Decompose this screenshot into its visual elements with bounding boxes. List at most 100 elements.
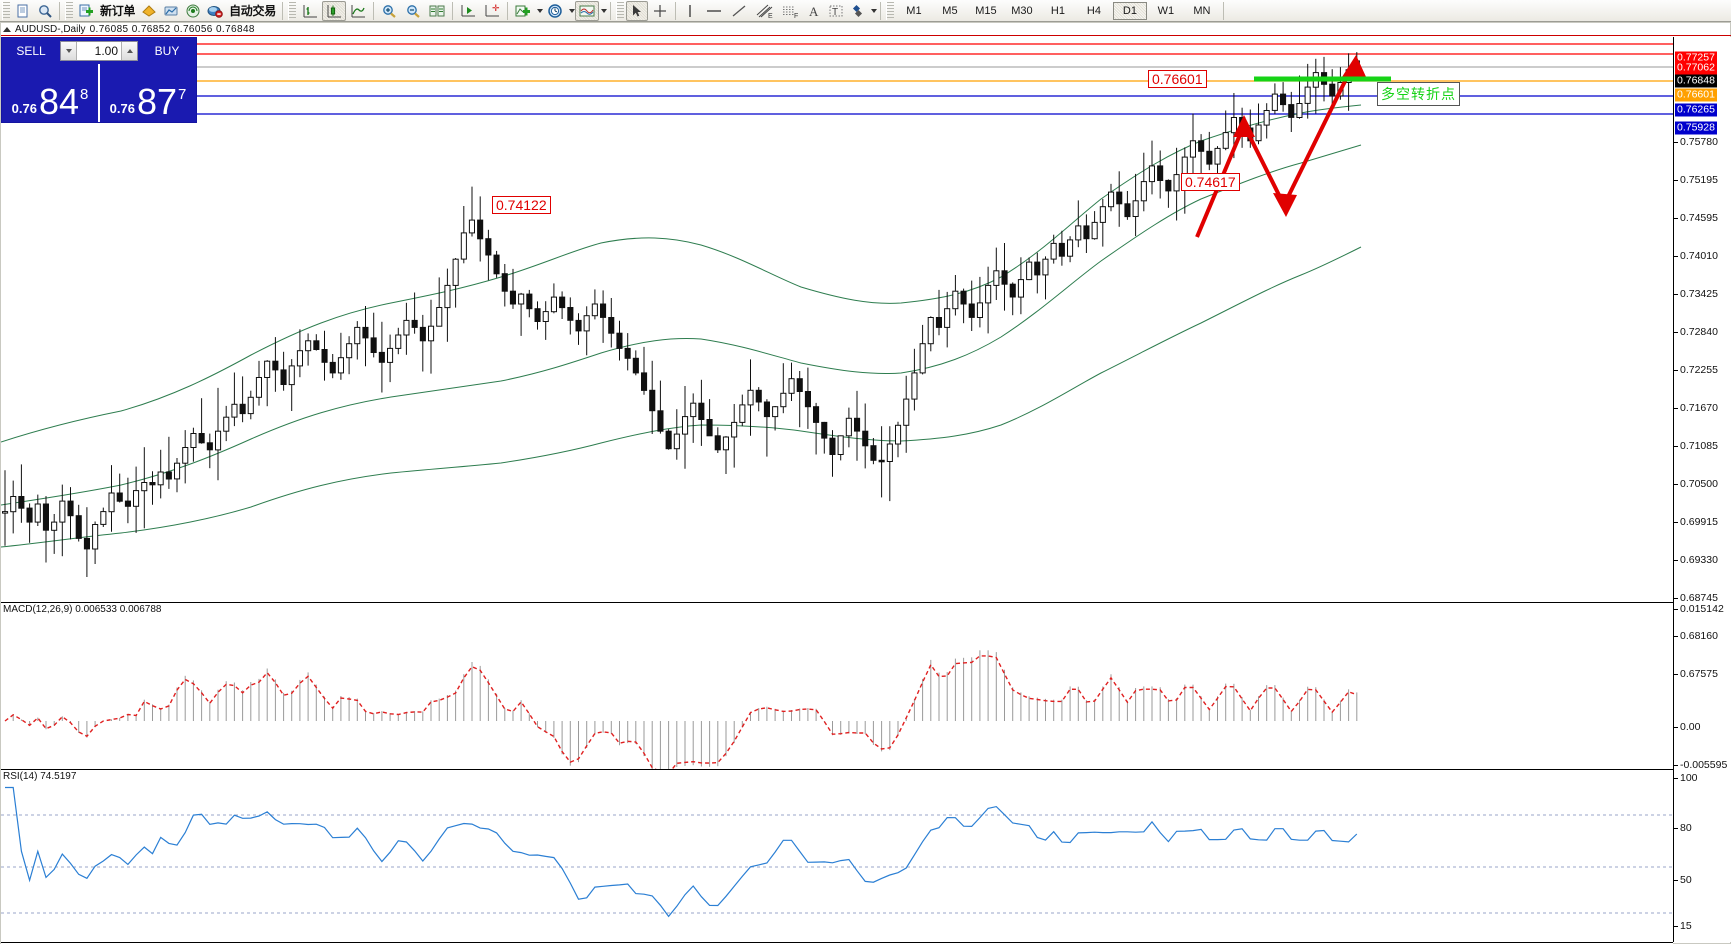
rsi-label: RSI(14) 74.5197 xyxy=(3,771,77,782)
new-order-icon[interactable] xyxy=(75,1,97,21)
price-tick-label: 0.71085 xyxy=(1680,440,1718,452)
chevron-up-icon xyxy=(126,49,133,53)
toolbar-separator xyxy=(451,1,453,20)
price-tick-label: 0.74595 xyxy=(1680,212,1718,224)
macd-tick-label: 0.015142 xyxy=(1680,603,1724,615)
svg-text:T: T xyxy=(832,7,838,18)
cursor-arrow-icon[interactable] xyxy=(625,0,648,21)
macd-pane[interactable]: MACD(12,26,9) 0.006533 0.006788 xyxy=(1,602,1673,770)
annotation-label-high[interactable]: 0.76601 xyxy=(1148,70,1207,88)
toolbar-separator xyxy=(281,1,283,20)
toolbar-separator xyxy=(506,1,508,20)
text-icon[interactable]: A xyxy=(803,1,825,21)
date-axis[interactable]: Jun 202012 Jun 202022 Jun 20201 Jul 2020… xyxy=(1,942,1673,944)
timeframe-w1[interactable]: W1 xyxy=(1157,4,1175,17)
sell-price-fraction: 8 xyxy=(80,86,89,103)
new-order-label[interactable]: 新订单 xyxy=(100,4,136,18)
volume-stepper[interactable]: 1.00 xyxy=(60,41,138,61)
zoom-in-icon[interactable] xyxy=(377,1,401,21)
timeframe-m15[interactable]: M15 xyxy=(975,4,997,17)
toolbar-grip[interactable] xyxy=(2,1,10,20)
fibonacci-retracement-icon[interactable]: F xyxy=(777,1,803,21)
zoom-out-icon[interactable] xyxy=(401,1,425,21)
toolbar-grip[interactable] xyxy=(615,1,624,20)
chevron-down-icon[interactable] xyxy=(536,8,543,13)
candlestick-series xyxy=(2,52,1360,577)
price-tick-label: 0.73425 xyxy=(1680,288,1718,300)
volume-increase-button[interactable] xyxy=(121,42,137,60)
one-click-trading-panel[interactable]: SELL 1.00 BUY 0.76 84 8 0.76 87 7 xyxy=(1,37,197,123)
line-chart-icon[interactable] xyxy=(346,1,370,21)
macd-tick-label: 0.00 xyxy=(1680,721,1701,733)
bar-chart-icon[interactable] xyxy=(298,1,322,21)
arrows-icon[interactable] xyxy=(847,1,869,21)
rsi-pane[interactable]: RSI(14) 74.5197 xyxy=(1,769,1673,942)
crosshair-icon[interactable] xyxy=(648,1,672,21)
sell-button[interactable]: SELL xyxy=(5,40,57,62)
magnifier-search-icon[interactable] xyxy=(34,1,56,21)
rsi-tick-label: 15 xyxy=(1680,920,1692,932)
sell-price-main: 84 xyxy=(38,81,79,122)
timeframe-h1[interactable]: H1 xyxy=(1050,4,1065,17)
volume-input[interactable]: 1.00 xyxy=(94,44,118,58)
data-window-icon[interactable] xyxy=(425,1,449,21)
timeframe-h4[interactable]: H4 xyxy=(1086,4,1101,17)
templates-icon[interactable] xyxy=(574,0,599,21)
timeframe-mn[interactable]: MN xyxy=(1193,4,1211,17)
one-click-controls: SELL 1.00 BUY xyxy=(2,38,196,64)
timeframe-m30[interactable]: M30 xyxy=(1011,4,1033,17)
autotrading-label[interactable]: 自动交易 xyxy=(229,4,276,18)
price-scale[interactable]: 0.77257 0.77062 0.76848 0.76601 0.76265 … xyxy=(1673,37,1731,944)
chart-shift-icon[interactable]: ✛ xyxy=(480,1,504,21)
chevron-down-icon xyxy=(65,49,72,53)
macd-label: MACD(12,26,9) 0.006533 0.006788 xyxy=(3,604,162,615)
rsi-chart-svg xyxy=(1,786,1673,918)
candlestick-chart-icon[interactable] xyxy=(321,0,346,21)
price-tick-label: 0.69915 xyxy=(1680,516,1718,528)
price-pane[interactable]: 0.74122 0.76601 0.74617 多空转折点 xyxy=(1,37,1673,602)
chevron-down-icon[interactable] xyxy=(600,8,607,13)
svg-text:E: E xyxy=(768,13,773,19)
annotation-note-chinese[interactable]: 多空转折点 xyxy=(1377,82,1460,106)
toolbar-grip[interactable] xyxy=(65,1,73,20)
horizontal-line-icon[interactable] xyxy=(701,1,727,21)
text-label-icon[interactable]: T xyxy=(825,1,847,21)
equidistant-channel-icon[interactable]: E xyxy=(751,1,777,21)
svg-text:F: F xyxy=(794,13,798,19)
volume-decrease-button[interactable] xyxy=(61,42,77,60)
new-chart-icon[interactable] xyxy=(12,1,34,21)
chart-window: AUDUSD-,Daily 0.76085 0.76852 0.76056 0.… xyxy=(0,22,1731,944)
collapse-triangle-icon[interactable] xyxy=(3,26,11,32)
chart-symbol-label: AUDUSD-,Daily xyxy=(15,23,86,35)
toolbar-grip[interactable] xyxy=(885,1,894,20)
toolbar-grip[interactable] xyxy=(287,1,296,20)
terminal-icon[interactable] xyxy=(160,1,182,21)
rsi-tick-label: 0 xyxy=(1680,942,1686,944)
annotation-label-mid[interactable]: 0.74122 xyxy=(492,196,551,214)
periods-clock-icon[interactable] xyxy=(543,1,567,21)
sell-price[interactable]: 0.76 84 8 xyxy=(2,64,98,122)
metaeditor-icon[interactable] xyxy=(138,1,160,21)
annotation-label-low[interactable]: 0.74617 xyxy=(1181,173,1240,191)
buy-button[interactable]: BUY xyxy=(141,40,193,62)
signals-icon[interactable] xyxy=(182,1,204,21)
svg-text:✛: ✛ xyxy=(492,3,500,13)
toolbar-separator xyxy=(1222,1,1224,20)
indicators-icon[interactable] xyxy=(511,1,535,21)
one-click-prices: 0.76 84 8 0.76 87 7 xyxy=(2,64,196,122)
price-tick-label: 0.74010 xyxy=(1680,250,1718,262)
timeframe-m1[interactable]: M1 xyxy=(906,4,922,17)
rsi-tick-label: 50 xyxy=(1680,874,1692,886)
price-label-5: 0.75928 xyxy=(1675,121,1717,135)
trendline-icon[interactable] xyxy=(727,1,751,21)
price-tick-label: 0.67575 xyxy=(1680,668,1718,680)
chevron-down-icon[interactable] xyxy=(870,8,877,13)
svg-text:A: A xyxy=(809,4,819,19)
auto-scroll-icon[interactable] xyxy=(456,1,480,21)
chevron-down-icon[interactable] xyxy=(568,8,575,13)
vertical-line-icon[interactable] xyxy=(679,1,701,21)
autotrading-icon[interactable] xyxy=(204,1,226,21)
timeframe-m5[interactable]: M5 xyxy=(942,4,958,17)
buy-price[interactable]: 0.76 87 7 xyxy=(98,64,196,122)
timeframe-d1[interactable]: D1 xyxy=(1112,1,1147,20)
